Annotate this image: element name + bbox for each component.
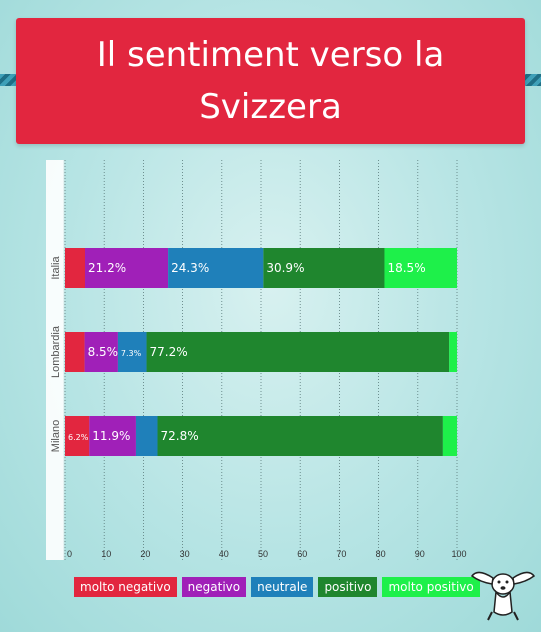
bar-segment [384, 248, 457, 288]
data-label: 6.2% [68, 433, 89, 442]
category-label: Italia [50, 256, 62, 280]
x-tick-label: 40 [219, 549, 229, 559]
data-label: 7.3% [121, 349, 142, 358]
data-label: 18.5% [387, 261, 425, 275]
data-label: 77.2% [150, 345, 188, 359]
category-axis-band [46, 160, 64, 560]
dog-mascot-icon [470, 571, 536, 621]
title-banner: Il sentiment verso la Svizzera [16, 18, 525, 144]
data-label: 11.9% [92, 429, 130, 443]
x-tick-label: 60 [297, 549, 307, 559]
legend-item: negativo [181, 577, 247, 597]
x-tick-label: 50 [258, 549, 268, 559]
data-label: 72.8% [161, 429, 199, 443]
bar-segment [263, 248, 385, 288]
bar-segment [84, 248, 169, 288]
bar-segment [157, 416, 443, 456]
bar-segment [135, 416, 158, 456]
category-label: Lombardia [50, 325, 62, 378]
bar-segment [442, 416, 457, 456]
x-tick-label: 90 [415, 549, 425, 559]
legend-item: molto positivo [382, 577, 480, 597]
x-tick-label: 0 [67, 549, 72, 559]
legend: molto negativo negativo neutrale positivo mo… [74, 577, 480, 597]
x-tick-label: 20 [140, 549, 150, 559]
chart-title: Il sentiment verso la Svizzera [96, 35, 445, 127]
bar-segment [168, 248, 264, 288]
bar-segment [84, 332, 118, 372]
x-tick-label: 70 [336, 549, 346, 559]
data-label: 30.9% [266, 261, 304, 275]
category-label: Milano [50, 420, 62, 452]
bar-segment [449, 332, 457, 372]
x-tick-label: 30 [180, 549, 190, 559]
data-label: 21.2% [88, 261, 126, 275]
data-label: 24.3% [171, 261, 209, 275]
bar-segment [65, 332, 85, 372]
bar-segment [89, 416, 136, 456]
x-tick-label: 10 [101, 549, 111, 559]
bar-segment [65, 416, 90, 456]
data-label: 8.5% [88, 345, 119, 359]
x-tick-label: 80 [376, 549, 386, 559]
bar-segment [146, 332, 450, 372]
legend-item: positivo [318, 577, 378, 597]
bar-segment [65, 248, 85, 288]
bar-segment [117, 332, 147, 372]
legend-item: molto negativo [74, 577, 177, 597]
x-tick-label: 100 [451, 549, 466, 559]
legend-item: neutrale [251, 577, 314, 597]
